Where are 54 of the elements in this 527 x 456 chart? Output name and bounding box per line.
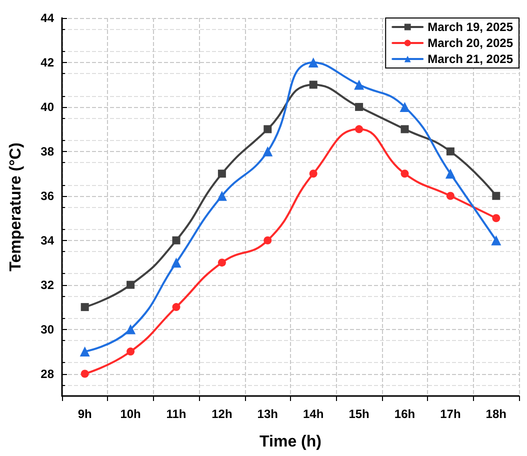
point (80, 370, 89, 378)
y-tick-label: 30 (40, 322, 54, 336)
point (264, 125, 272, 134)
point (400, 102, 410, 112)
point (355, 125, 364, 134)
y-tick-label: 32 (40, 278, 54, 292)
y-tick-label: 28 (40, 366, 54, 381)
point (171, 258, 182, 268)
x-tick-label: 10h (120, 407, 141, 421)
legend-label: March 21, 2025 (428, 52, 514, 66)
point (309, 80, 318, 89)
point (172, 303, 180, 312)
point (80, 346, 90, 357)
y-tick-label: 42 (40, 55, 54, 70)
x-tick-label: 13h (257, 407, 278, 421)
point (354, 80, 364, 90)
y-axis-title: Temperature (°C) (8, 142, 24, 272)
point (80, 303, 89, 312)
x-tick-label: 12h (212, 407, 232, 421)
legend-label: March 19, 2025 (428, 20, 514, 34)
x-tick-label: 16h (394, 407, 416, 421)
x-tick-label: 11h (166, 407, 186, 421)
x-tick-label: 14h (303, 407, 324, 421)
point (172, 236, 180, 244)
point (216, 190, 227, 201)
point (218, 170, 226, 178)
legend-label: March 20, 2025 (428, 36, 514, 50)
point (126, 280, 135, 289)
point (492, 192, 500, 200)
point (355, 102, 364, 111)
x-tick-label: 17h (440, 407, 461, 421)
y-tick-label: 34 (40, 233, 54, 248)
point (308, 57, 318, 68)
y-tick-label: 44 (40, 11, 54, 25)
point (126, 348, 135, 356)
point (446, 147, 454, 156)
point (400, 125, 409, 134)
x-tick-label: 15h (348, 407, 370, 421)
point (492, 214, 500, 222)
x-tick-label: 18h (486, 407, 506, 421)
y-tick-label: 38 (40, 144, 54, 158)
point (218, 258, 226, 267)
point (264, 236, 272, 244)
y-tick-label: 40 (40, 100, 54, 114)
y-tick-label: 36 (40, 188, 54, 203)
x-axis-title: Time (h) (260, 434, 322, 450)
point (491, 235, 502, 246)
point (262, 146, 273, 156)
point (445, 168, 456, 179)
point (126, 324, 136, 334)
point (309, 170, 318, 178)
point (446, 192, 454, 200)
point (400, 170, 409, 178)
x-tick-label: 9h (78, 407, 92, 421)
